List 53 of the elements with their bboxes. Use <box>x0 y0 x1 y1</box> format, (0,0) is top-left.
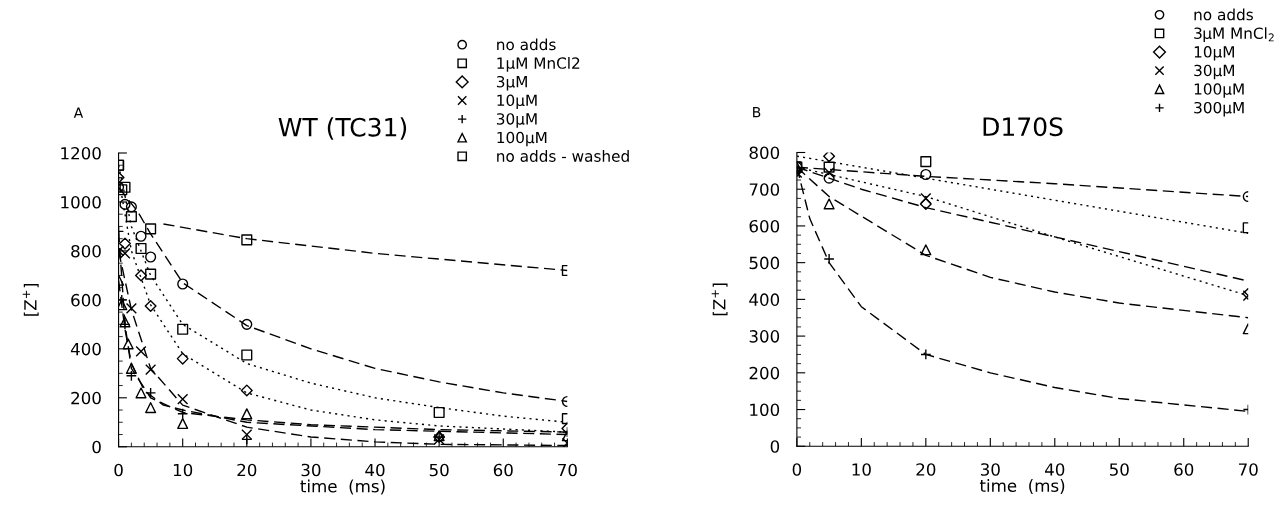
x-tick-label: 20 <box>237 463 257 477</box>
text: B <box>753 107 761 118</box>
x-tick-label: 0 <box>114 463 123 477</box>
y-axis-title: [Z$^{+}$] <box>22 283 39 316</box>
legend-label: 100µM <box>1194 83 1244 98</box>
x-tick-label: 30 <box>980 463 1000 476</box>
x-tick-label: 70 <box>558 463 577 477</box>
y-tick-label: 800 <box>71 244 101 258</box>
legend-label: 1µM MnCl2 <box>497 57 580 72</box>
legend-label: no adds - washed <box>497 150 629 162</box>
legend-label: 3µM MnCl$_{2}$ <box>1194 27 1274 42</box>
y-tick-label: 0 <box>92 440 101 454</box>
y-tick-label: 400 <box>70 342 101 356</box>
legend-label: 3µM <box>496 75 527 91</box>
chart-title: WT (TC31) <box>278 117 407 140</box>
y-tick-label: 600 <box>749 219 780 233</box>
y-tick-label: 400 <box>749 293 780 306</box>
x-axis-title: time (ms) <box>300 479 385 495</box>
x-tick-label: 60 <box>493 463 513 477</box>
x-tick-label: 50 <box>429 463 449 477</box>
x-tick-label: 50 <box>1109 463 1129 476</box>
y-tick-label: 200 <box>71 391 101 405</box>
legend-label: 30µM <box>1194 64 1234 80</box>
legend-label: no adds <box>1194 8 1253 21</box>
chart-title: D170S <box>983 117 1063 137</box>
x-tick-label: 20 <box>916 463 936 476</box>
x-tick-label: 30 <box>301 463 321 477</box>
x-tick-label: 40 <box>365 463 385 477</box>
y-tick-label: 800 <box>749 146 780 160</box>
y-tick-label: 100 <box>750 403 780 417</box>
legend-label: 300µM <box>1194 101 1244 117</box>
legend-label: 10µM <box>1194 46 1234 61</box>
legend-label: 30µM <box>496 113 537 128</box>
y-tick-label: 600 <box>71 293 101 307</box>
x-tick-label: 10 <box>852 463 871 476</box>
x-tick-label: 40 <box>1045 463 1065 476</box>
x-axis-title: time (ms) <box>979 479 1065 494</box>
x-tick-label: 60 <box>1174 463 1194 476</box>
y-axis-title: [Z$^{+}$] <box>711 283 728 316</box>
text: A <box>73 107 84 118</box>
x-tick-label: 10 <box>173 463 193 477</box>
y-tick-label: 700 <box>749 183 780 196</box>
y-tick-label: 0 <box>770 440 780 453</box>
y-tick-label: 1200 <box>61 146 101 160</box>
legend-label: no adds <box>497 38 556 51</box>
y-tick-label: 500 <box>749 256 780 270</box>
legend-label: 10µM <box>497 94 537 110</box>
y-tick-label: 300 <box>749 330 780 343</box>
y-tick-label: 1000 <box>61 195 101 209</box>
x-tick-label: 0 <box>792 463 802 476</box>
legend-label: 100µM <box>497 131 547 147</box>
y-tick-label: 200 <box>749 366 780 380</box>
x-tick-label: 70 <box>1238 463 1258 476</box>
